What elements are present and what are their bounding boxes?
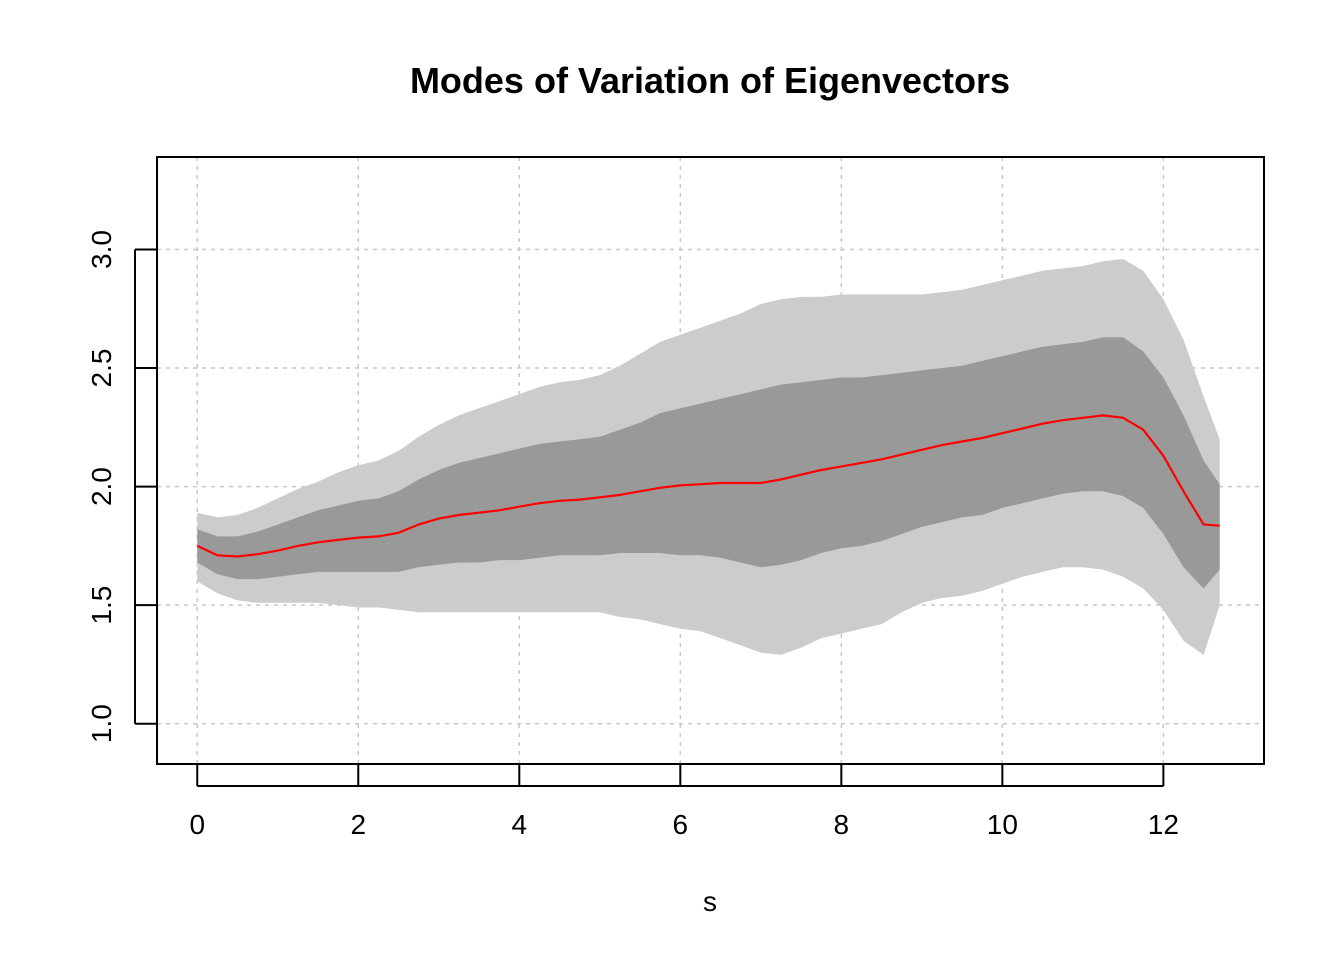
y-axis: 1.0 1.5 2.0 2.5 3.0 <box>86 230 157 743</box>
x-tick-label: 2 <box>350 809 366 840</box>
x-tick-label: 10 <box>987 809 1018 840</box>
y-tick-label: 3.0 <box>86 230 117 269</box>
y-tick-label: 1.0 <box>86 704 117 743</box>
mean-line <box>196 414 1220 558</box>
grid <box>157 157 1264 764</box>
x-axis: 0 2 4 6 8 10 12 <box>189 764 1179 840</box>
y-tick-label: 1.5 <box>86 586 117 625</box>
inner-band <box>197 337 1220 589</box>
mean-line-layer <box>196 414 1220 558</box>
chart-title: Modes of Variation of Eigenvectors <box>410 60 1010 101</box>
x-tick-label: 12 <box>1148 809 1179 840</box>
y-tick-label: 2.0 <box>86 467 117 506</box>
x-axis-label: s <box>703 886 717 917</box>
plot-frame <box>156 156 1265 765</box>
x-tick-label: 8 <box>834 809 850 840</box>
x-tick-label: 6 <box>673 809 689 840</box>
bands <box>197 259 1220 655</box>
x-tick-label: 4 <box>512 809 528 840</box>
y-tick-label: 2.5 <box>86 349 117 388</box>
x-tick-label: 0 <box>189 809 205 840</box>
